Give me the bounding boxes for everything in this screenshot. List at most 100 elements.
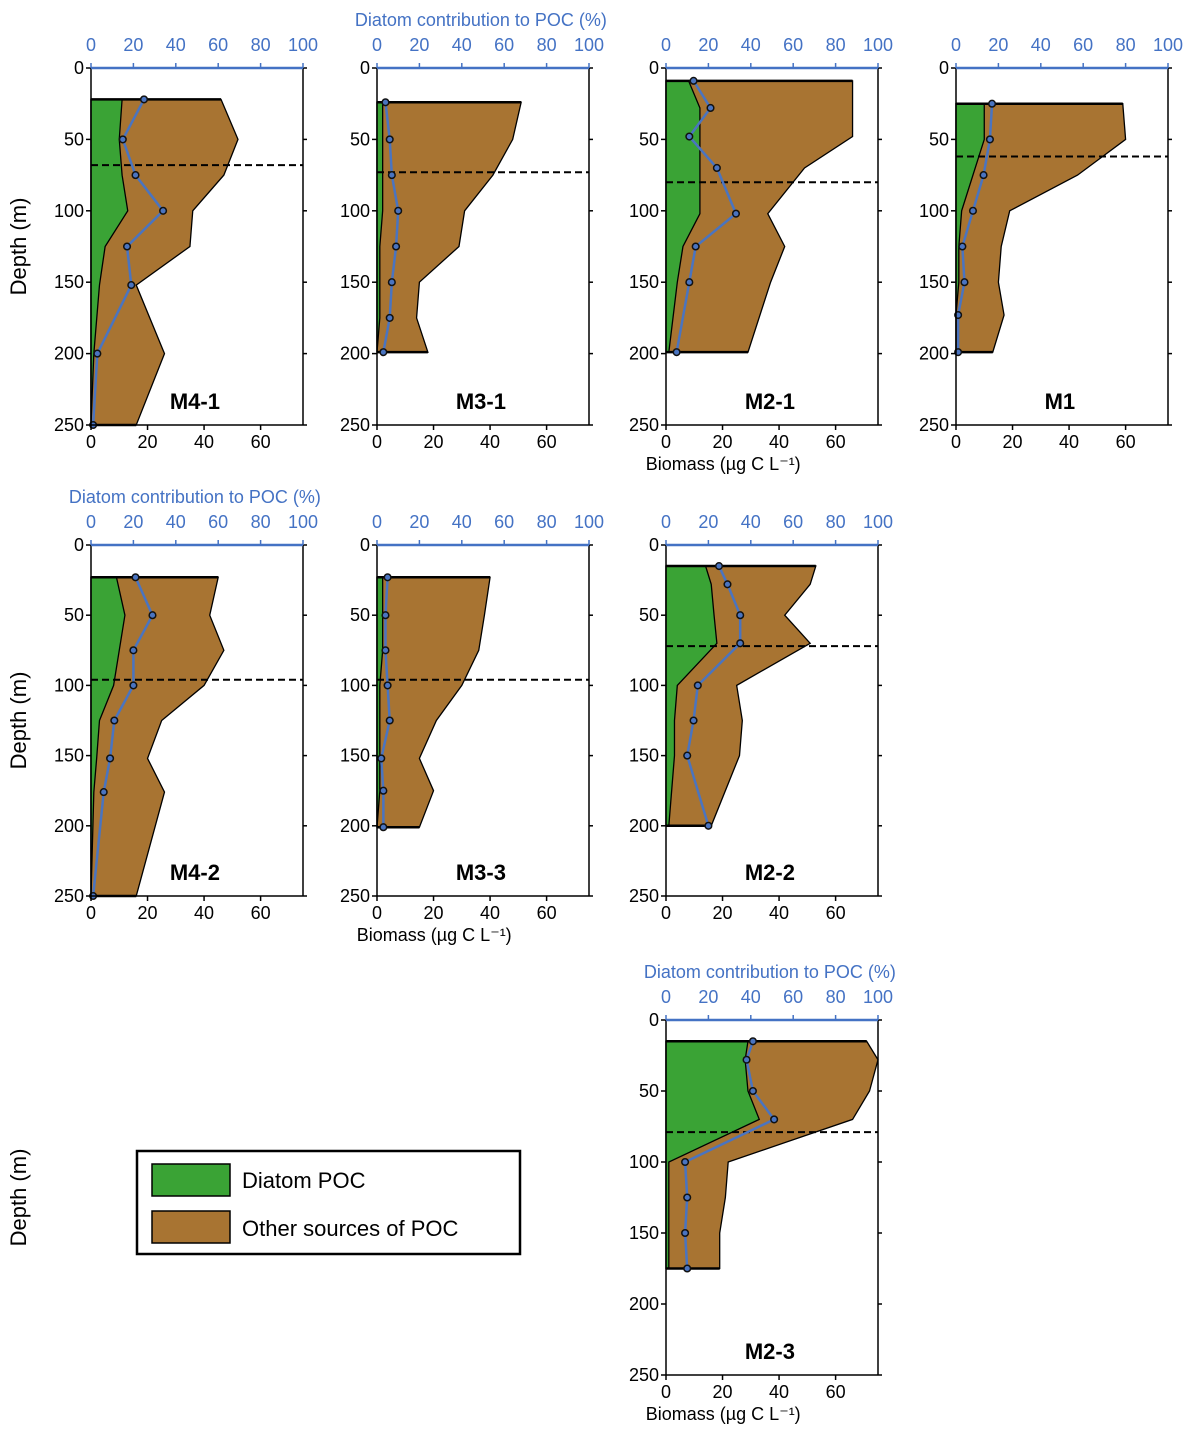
y-axis-label: Depth (m) (6, 1149, 31, 1247)
y-tick-label: 50 (639, 605, 659, 625)
y-tick-label: 250 (340, 886, 370, 906)
diatom-percent-point (106, 754, 115, 763)
top-axis-label: Diatom contribution to POC (%) (355, 10, 607, 30)
y-tick-label: 150 (629, 1223, 659, 1243)
top-tick-label: 40 (1031, 35, 1051, 55)
diatom-poc-area (376, 576, 384, 828)
top-tick-label: 40 (452, 512, 472, 532)
top-tick-label: 40 (166, 35, 186, 55)
y-tick-label: 100 (629, 675, 659, 695)
x-tick-label: 0 (372, 432, 382, 452)
top-tick-label: 80 (251, 35, 271, 55)
y-tick-label: 0 (360, 535, 370, 555)
y-tick-label: 200 (629, 1294, 659, 1314)
diatom-percent-point (748, 1037, 757, 1046)
y-tick-label: 150 (340, 272, 370, 292)
diatom-percent-point (770, 1115, 779, 1124)
x-tick-label: 0 (86, 432, 96, 452)
legend-swatch-other (151, 1210, 231, 1244)
x-axis-label: Biomass (µg C L⁻¹) (357, 925, 512, 945)
top-tick-label: 40 (741, 35, 761, 55)
y-tick-label: 50 (64, 129, 84, 149)
diatom-percent-point (385, 313, 394, 322)
diatom-percent-point (683, 1193, 692, 1202)
top-tick-label: 100 (863, 35, 893, 55)
diatom-percent-point (681, 1228, 690, 1238)
x-axis-label: Biomass (µg C L⁻¹) (646, 1404, 801, 1424)
x-tick-label: 40 (769, 903, 789, 923)
top-tick-label: 100 (574, 35, 604, 55)
diatom-percent-point (968, 206, 978, 215)
diatom-percent-line (91, 98, 165, 426)
diatom-percent-point (979, 171, 988, 180)
y-tick-label: 100 (54, 201, 84, 221)
y-tick-label: 0 (74, 535, 84, 555)
diatom-percent-point (691, 242, 700, 251)
y-tick-label: 50 (639, 129, 659, 149)
diatom-percent-line (379, 577, 391, 828)
diatom-percent-point (131, 573, 140, 582)
y-tick-label: 250 (629, 886, 659, 906)
top-tick-label: 80 (251, 512, 271, 532)
diatom-percent-point (985, 135, 994, 144)
diatom-percent-point (731, 209, 741, 218)
panel-title: M2-1 (745, 389, 795, 414)
diatom-percent-point (379, 348, 388, 357)
y-tick-label: 100 (54, 675, 84, 695)
diatom-percent-point (118, 135, 127, 144)
y-tick-label: 200 (629, 816, 659, 836)
x-tick-label: 60 (537, 432, 557, 452)
y-tick-label: 200 (340, 344, 370, 364)
y-tick-label: 250 (54, 415, 84, 435)
diatom-percent-point (387, 278, 396, 287)
diatom-poc-area (90, 98, 129, 426)
top-tick-label: 100 (1153, 35, 1183, 55)
panel-title: M4-1 (170, 389, 220, 414)
y-tick-label: 100 (340, 201, 370, 221)
y-tick-label: 200 (919, 344, 949, 364)
diatom-percent-line (91, 576, 154, 897)
diatom-percent-point (383, 573, 392, 582)
top-tick-label: 60 (208, 35, 228, 55)
diatom-percent-point (704, 821, 713, 830)
y-tick-label: 200 (629, 344, 659, 364)
top-tick-label: 0 (372, 35, 382, 55)
y-tick-label: 150 (629, 746, 659, 766)
top-tick-label: 40 (452, 35, 472, 55)
top-tick-label: 60 (783, 987, 803, 1007)
diatom-percent-point (685, 132, 694, 141)
y-tick-label: 50 (929, 129, 949, 149)
diatom-percent-point (131, 171, 140, 180)
legend-label-other: Other sources of POC (242, 1216, 459, 1241)
y-tick-label: 200 (54, 816, 84, 836)
y-tick-label: 250 (54, 886, 84, 906)
y-tick-label: 0 (939, 58, 949, 78)
diatom-percent-point (723, 580, 732, 589)
y-tick-label: 150 (340, 746, 370, 766)
y-tick-label: 250 (919, 415, 949, 435)
x-tick-label: 40 (1059, 432, 1079, 452)
top-tick-label: 0 (86, 35, 96, 55)
diatom-percent-point (379, 786, 388, 795)
top-tick-label: 20 (698, 512, 718, 532)
x-tick-label: 40 (480, 432, 500, 452)
diatom-percent-point (383, 681, 392, 690)
diatom-percent-line (683, 1040, 777, 1269)
panel-title: M4-2 (170, 860, 220, 885)
y-tick-label: 150 (54, 746, 84, 766)
top-tick-label: 0 (86, 512, 96, 532)
diatom-percent-point (377, 754, 386, 763)
top-tick-label: 20 (123, 35, 143, 55)
panel-title: M3-3 (456, 860, 506, 885)
top-tick-label: 80 (1116, 35, 1136, 55)
x-tick-label: 0 (86, 903, 96, 923)
y-tick-label: 150 (629, 272, 659, 292)
y-tick-label: 250 (629, 415, 659, 435)
y-tick-label: 0 (649, 1010, 659, 1030)
x-tick-label: 20 (424, 903, 444, 923)
other-poc-area (376, 576, 491, 828)
x-tick-label: 60 (826, 432, 846, 452)
